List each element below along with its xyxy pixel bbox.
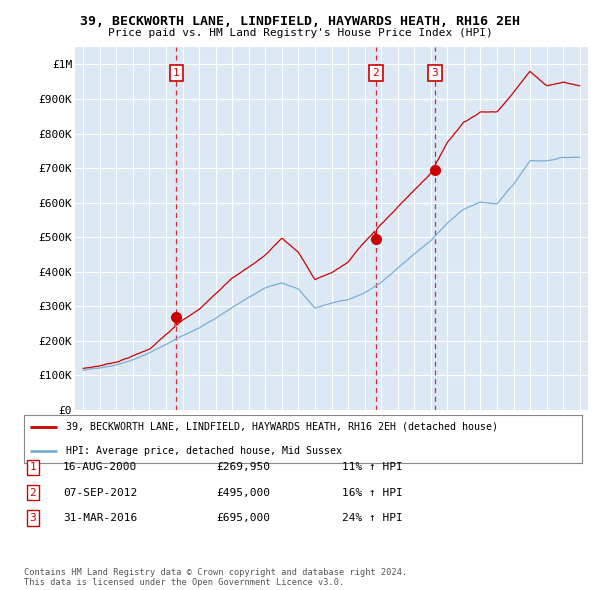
Text: £495,000: £495,000: [216, 488, 270, 497]
Text: 1: 1: [173, 68, 179, 78]
Text: 2: 2: [29, 488, 37, 497]
Text: 39, BECKWORTH LANE, LINDFIELD, HAYWARDS HEATH, RH16 2EH: 39, BECKWORTH LANE, LINDFIELD, HAYWARDS …: [80, 15, 520, 28]
Text: HPI: Average price, detached house, Mid Sussex: HPI: Average price, detached house, Mid …: [66, 446, 342, 456]
Text: 3: 3: [431, 68, 439, 78]
Text: Contains HM Land Registry data © Crown copyright and database right 2024.
This d: Contains HM Land Registry data © Crown c…: [24, 568, 407, 587]
Text: 11% ↑ HPI: 11% ↑ HPI: [342, 463, 403, 472]
Text: 24% ↑ HPI: 24% ↑ HPI: [342, 513, 403, 523]
Text: 1: 1: [29, 463, 37, 472]
Text: 2: 2: [373, 68, 379, 78]
Text: £269,950: £269,950: [216, 463, 270, 472]
Text: 16-AUG-2000: 16-AUG-2000: [63, 463, 137, 472]
Text: 31-MAR-2016: 31-MAR-2016: [63, 513, 137, 523]
Text: 3: 3: [29, 513, 37, 523]
Text: 39, BECKWORTH LANE, LINDFIELD, HAYWARDS HEATH, RH16 2EH (detached house): 39, BECKWORTH LANE, LINDFIELD, HAYWARDS …: [66, 422, 498, 432]
Text: Price paid vs. HM Land Registry's House Price Index (HPI): Price paid vs. HM Land Registry's House …: [107, 28, 493, 38]
Text: £695,000: £695,000: [216, 513, 270, 523]
Text: 07-SEP-2012: 07-SEP-2012: [63, 488, 137, 497]
Text: 16% ↑ HPI: 16% ↑ HPI: [342, 488, 403, 497]
